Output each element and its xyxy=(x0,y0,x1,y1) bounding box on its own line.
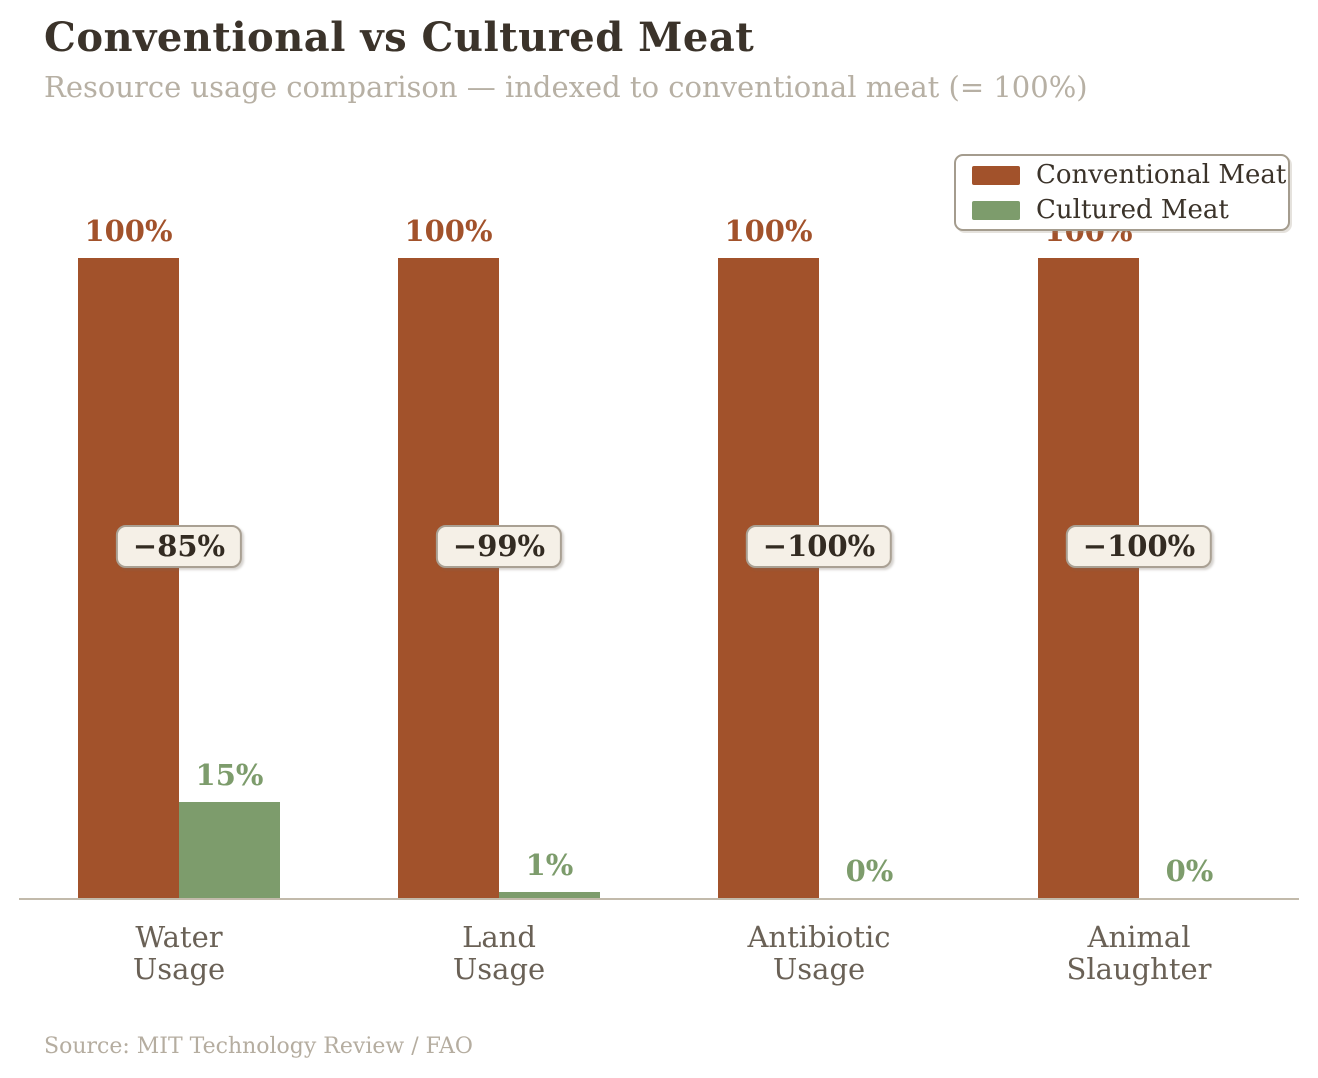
legend-swatch-conventional-icon xyxy=(972,165,1020,185)
x-axis-ticks: Water Usage Land Usage Antibiotic Usage Animal… xyxy=(19,920,1299,1002)
change-badge-1: −99% xyxy=(435,525,563,569)
value-label-conventional-2: 100% xyxy=(724,214,813,248)
value-label-conventional-1: 100% xyxy=(404,214,493,248)
bar-conventional-2 xyxy=(718,258,819,898)
x-tick-line: Usage xyxy=(132,951,226,986)
x-tick-line: Animal xyxy=(1087,920,1191,954)
x-tick-line: Antibiotic xyxy=(747,920,891,954)
x-tick-line: Land xyxy=(462,920,536,954)
x-tick-line: Usage xyxy=(772,951,866,986)
legend: Conventional Meat Cultured Meat xyxy=(954,154,1290,231)
legend-item-conventional: Conventional Meat xyxy=(972,160,1286,190)
x-tick-label-3: Animal Slaughter xyxy=(979,920,1299,986)
x-tick-line: Water xyxy=(135,920,223,954)
legend-swatch-cultured-icon xyxy=(972,200,1020,220)
value-label-conventional-0: 100% xyxy=(84,214,173,248)
chart-title: Conventional vs Cultured Meat xyxy=(44,14,755,61)
x-tick-label-1: Land Usage xyxy=(339,920,659,986)
x-tick-label-0: Water Usage xyxy=(19,920,339,986)
value-label-cultured-1: 1% xyxy=(525,847,574,882)
chart-subtitle: Resource usage comparison — indexed to c… xyxy=(44,70,1088,104)
x-axis-line xyxy=(19,898,1299,900)
value-label-cultured-3: 0% xyxy=(1165,854,1214,888)
plot-area: 100% 15% −85% 100% 1% −99% 100% 0% −100% 100% 0% −1… xyxy=(19,217,1299,900)
legend-label-conventional: Conventional Meat xyxy=(1036,160,1287,190)
legend-item-cultured: Cultured Meat xyxy=(972,195,1272,225)
change-badge-2: −100% xyxy=(745,525,893,569)
bar-conventional-1 xyxy=(398,258,499,898)
change-badge-0: −85% xyxy=(115,525,243,569)
x-tick-line: Slaughter xyxy=(1066,951,1212,986)
x-tick-line: Usage xyxy=(452,951,546,986)
legend-label-cultured: Cultured Meat xyxy=(1036,195,1229,225)
change-badge-3: −100% xyxy=(1065,525,1213,569)
value-label-cultured-0: 15% xyxy=(195,758,264,792)
source-note: Source: MIT Technology Review / FAO xyxy=(44,1034,473,1059)
x-tick-label-2: Antibiotic Usage xyxy=(659,920,979,986)
bar-cultured-1 xyxy=(499,891,600,898)
bar-conventional-3 xyxy=(1038,258,1139,898)
bar-conventional-0 xyxy=(78,258,179,898)
value-label-cultured-2: 0% xyxy=(845,854,894,888)
bar-cultured-0 xyxy=(179,802,280,898)
